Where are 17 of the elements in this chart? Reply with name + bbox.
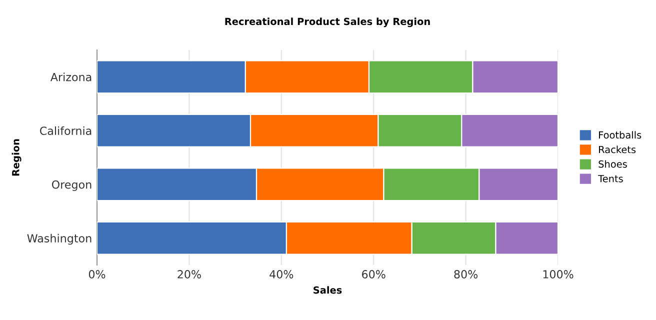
x-tick-label: 100% xyxy=(543,270,574,278)
x-tick-label: 0% xyxy=(88,270,106,278)
x-tick-label: 60% xyxy=(362,270,386,278)
y-tick-label: Oregon xyxy=(52,180,92,191)
y-tick-label: Arizona xyxy=(50,72,92,82)
x-tick-label: 80% xyxy=(454,270,478,278)
legend-label: Rackets xyxy=(599,146,636,154)
legend-label: Shoes xyxy=(598,160,627,168)
x-axis-title: Sales xyxy=(314,286,342,294)
y-tick-label: Washington xyxy=(27,234,92,245)
x-tick-label: 20% xyxy=(178,270,201,278)
y-tick-label: California xyxy=(40,126,92,136)
legend-label: Footballs xyxy=(599,131,642,139)
x-tick-label: 40% xyxy=(270,270,294,278)
chart-title: Recreational Product Sales by Region xyxy=(225,18,430,28)
legend-label: Tents xyxy=(598,175,623,182)
y-axis-title: Region xyxy=(12,139,22,176)
